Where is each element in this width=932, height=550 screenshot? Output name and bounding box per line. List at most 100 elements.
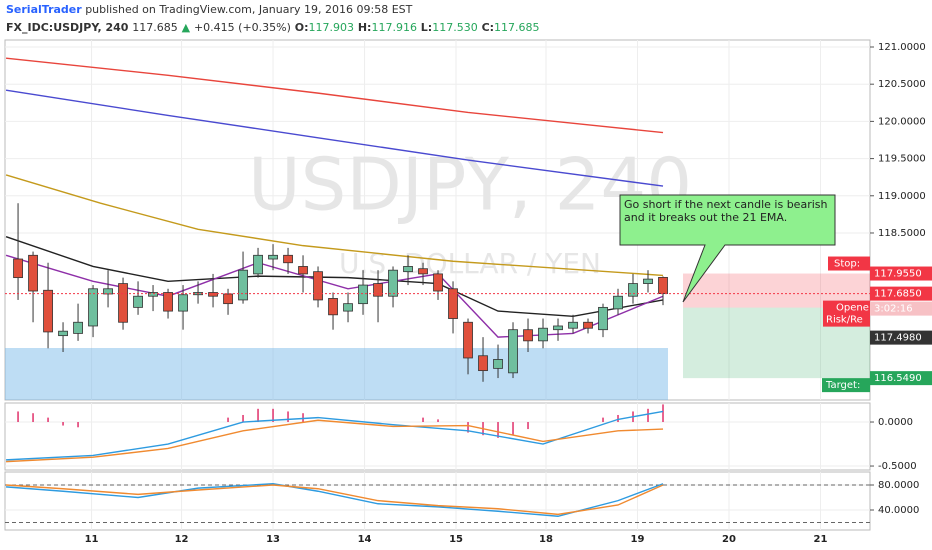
- candle-body: [208, 292, 218, 297]
- y-tick-label: 0.0000: [878, 417, 913, 428]
- candle-body: [58, 330, 68, 337]
- candle-body: [313, 271, 323, 301]
- watermark: USDJPY, 240: [248, 143, 692, 227]
- candle-body: [178, 294, 188, 312]
- price-tag: [870, 266, 932, 281]
- candle-body: [118, 283, 128, 323]
- y-tick-label: 40.0000: [878, 505, 919, 516]
- candle-body: [658, 276, 668, 295]
- watermark-sub: U.S. DOLLAR / YEN: [339, 247, 601, 280]
- l-label: L:: [421, 21, 432, 34]
- moving-average: [5, 254, 664, 338]
- x-tick-label: 11: [85, 534, 99, 545]
- price-tag-text: 117.4980: [874, 333, 922, 344]
- candle-body: [103, 288, 113, 295]
- price-tag-text: 116.5490: [874, 373, 922, 384]
- y-tick-label: 120.5000: [878, 79, 926, 90]
- opened-caption: Opene: [836, 303, 869, 314]
- callout: Go short if the next candle is bearish a…: [624, 198, 828, 224]
- candle-body: [538, 327, 548, 342]
- candle-body: [28, 254, 38, 292]
- x-tick-label: 19: [631, 534, 645, 545]
- candle-body: [163, 292, 173, 312]
- risk-caption: Risk/Re: [826, 315, 863, 326]
- candle-body: [388, 269, 398, 297]
- candle-body: [643, 278, 653, 284]
- y-tick-label: 120.0000: [878, 116, 926, 127]
- change: +0.415 (+0.35%): [194, 21, 291, 34]
- callout-box: [619, 194, 836, 303]
- caption-tag: [828, 256, 870, 271]
- macd-line: [6, 410, 664, 461]
- caption-tag: [822, 378, 870, 393]
- candle-body: [73, 321, 83, 334]
- candle-body: [613, 295, 623, 310]
- x-tick-label: 14: [358, 534, 372, 545]
- candle-body: [418, 268, 428, 275]
- stoch-line: [5, 483, 664, 517]
- moving-average: [5, 57, 664, 134]
- published: published on TradingView.com, January 19…: [85, 3, 412, 16]
- candle-body: [88, 288, 98, 327]
- candle-body: [238, 269, 248, 301]
- volume-band: [5, 348, 668, 400]
- header-line-2: FX_IDC:USDJPY, 240 117.685 ▲ +0.415 (+0.…: [6, 21, 540, 34]
- price-tag: [870, 371, 932, 386]
- stoch-line: [6, 484, 664, 516]
- price-tag-text: 117.9550: [874, 269, 922, 280]
- l-value: 117.530: [432, 21, 478, 34]
- candle-body: [328, 298, 338, 316]
- author[interactable]: SerialTrader: [6, 3, 82, 16]
- candle-body: [223, 293, 233, 305]
- o-value: 117.903: [309, 21, 355, 34]
- x-tick-label: 15: [449, 534, 463, 545]
- candle-body: [523, 329, 533, 342]
- callout-text: Go short if the next candle is bearish a…: [624, 198, 828, 224]
- moving-average: [5, 174, 664, 277]
- y-tick-label: -0.5000: [878, 461, 917, 472]
- candle-body: [268, 254, 278, 260]
- candle-body: [583, 321, 593, 329]
- marks: 11 12 13 14 15 18 19 20 21 121.0000 120.5000 120.00…: [5, 42, 932, 545]
- price-tag: [870, 301, 932, 316]
- c-label: C:: [482, 21, 494, 34]
- header-line-1: SerialTrader published on TradingView.co…: [6, 3, 413, 16]
- x-tick-label: 12: [175, 534, 189, 545]
- stop-caption: Stop:: [834, 259, 860, 270]
- main-pane-frame: [4, 39, 871, 401]
- price-tag: [870, 330, 932, 345]
- y-tick-label: 80.0000: [878, 480, 919, 491]
- y-tick-label: 118.5000: [878, 228, 926, 239]
- candle-body: [463, 321, 473, 359]
- x-tick-label: 20: [722, 534, 736, 545]
- candle-body: [403, 266, 413, 273]
- candle-body: [508, 329, 518, 374]
- candle-body: [598, 306, 608, 331]
- candle-body: [373, 283, 383, 297]
- h-value: 117.916: [371, 21, 417, 34]
- stoch-pane-frame: [4, 471, 871, 531]
- macd-line: [6, 419, 664, 463]
- x-tick-label: 18: [539, 534, 553, 545]
- last: 117.685: [132, 21, 178, 34]
- candle-body: [283, 254, 293, 264]
- candle-body: [553, 325, 563, 331]
- y-tick-label: 121.0000: [878, 42, 926, 53]
- price-tag-text: 3:02:16: [874, 304, 913, 315]
- x-tick-label: 13: [266, 534, 280, 545]
- candle-body: [253, 254, 263, 275]
- candle-body: [13, 258, 23, 279]
- y-tick-label: 119.5000: [878, 154, 926, 165]
- candle-body: [628, 283, 638, 297]
- h-label: H:: [358, 21, 372, 34]
- candle-body: [568, 321, 578, 329]
- candle-body: [448, 288, 458, 319]
- arrow: ▲: [182, 21, 191, 34]
- moving-average: [5, 89, 664, 187]
- price-tag: [870, 286, 932, 301]
- caption-tag: [823, 300, 870, 327]
- candle-body: [43, 289, 53, 333]
- symbol: FX_IDC:USDJPY, 240: [6, 21, 129, 34]
